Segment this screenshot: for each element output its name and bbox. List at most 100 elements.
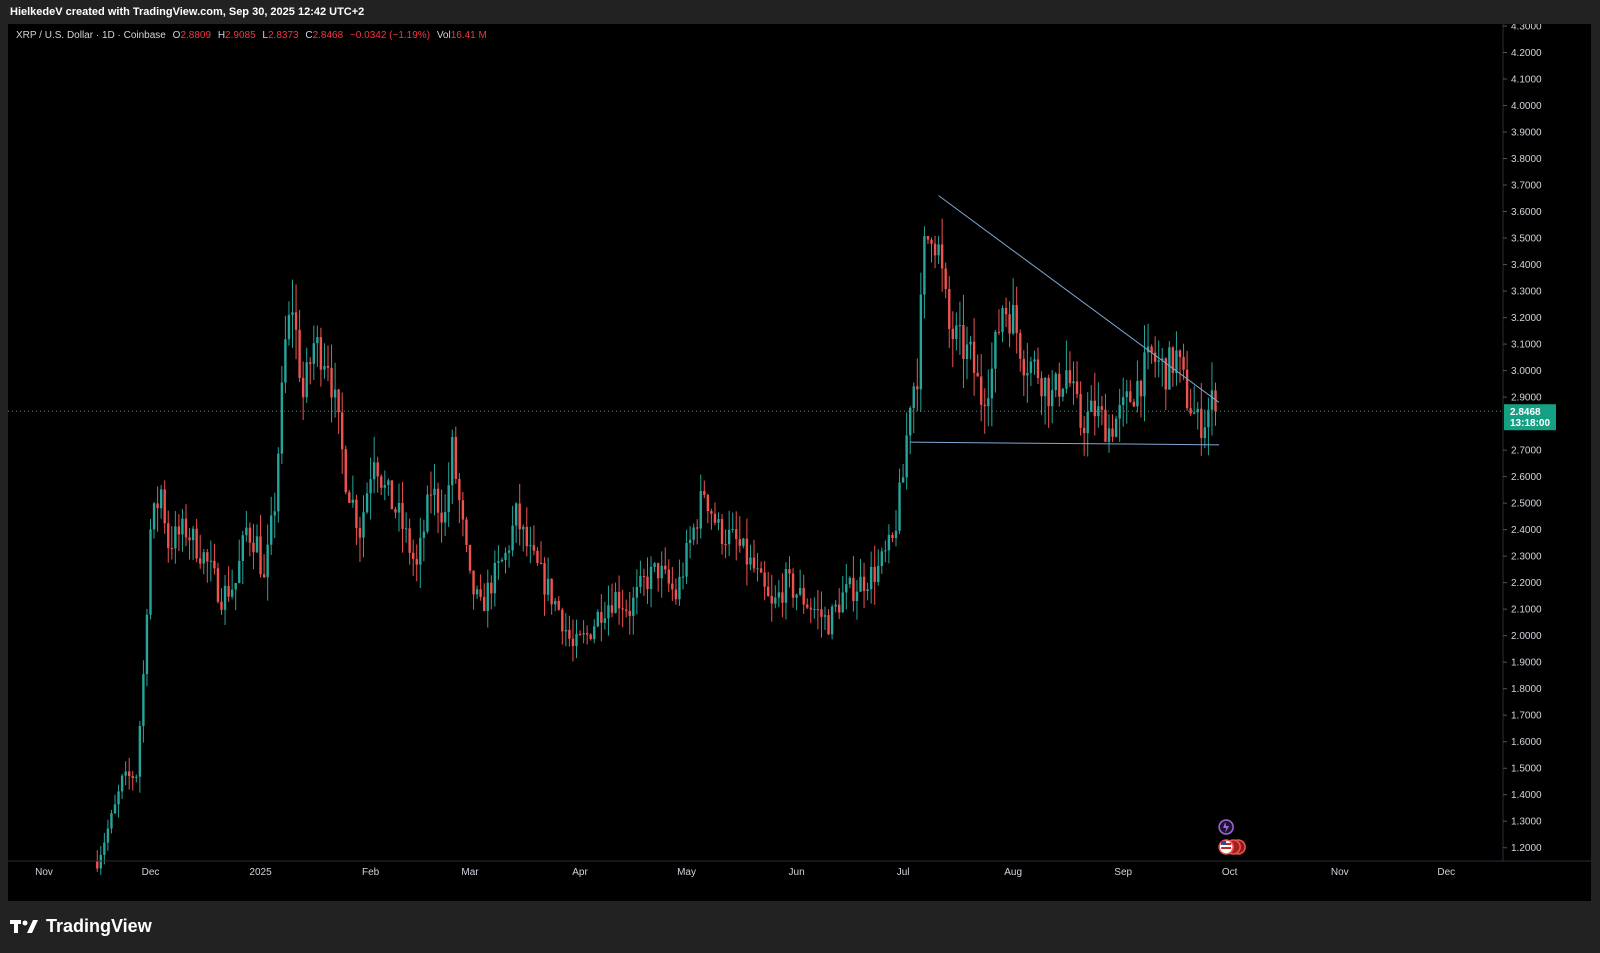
- candle-body: [564, 629, 568, 632]
- candle-body: [1086, 411, 1089, 434]
- candle-body: [958, 325, 962, 327]
- candle-body: [238, 560, 241, 583]
- tradingview-logo-icon: [10, 920, 38, 933]
- candle-body: [898, 482, 901, 531]
- candle-body: [1164, 358, 1167, 390]
- candle-body: [1104, 409, 1107, 442]
- candle-body: [1171, 347, 1175, 373]
- candle-body: [184, 518, 188, 538]
- candle-body: [948, 289, 951, 329]
- candle-body: [1051, 390, 1054, 407]
- candle-body: [298, 329, 301, 378]
- x-tick-label: Aug: [1004, 867, 1022, 878]
- candle-body: [120, 775, 124, 792]
- candle-body: [1203, 427, 1207, 438]
- candle-body: [699, 490, 702, 529]
- candle-body: [1139, 380, 1143, 397]
- volume-label: Vol: [436, 30, 451, 41]
- candle-body: [195, 528, 198, 559]
- candle-body: [167, 523, 170, 549]
- candle-body: [234, 582, 237, 590]
- candle-body: [731, 529, 734, 531]
- candle-body: [632, 597, 635, 616]
- candle-body: [770, 595, 773, 604]
- candle-body: [965, 344, 969, 359]
- candle-body: [994, 331, 997, 369]
- y-tick-label: 2.6000: [1511, 472, 1542, 483]
- candle-body: [333, 389, 337, 398]
- candle-body: [451, 437, 454, 486]
- candle-body: [990, 368, 994, 399]
- candle-body: [344, 449, 347, 493]
- candle-body: [500, 559, 504, 562]
- y-tick-label: 1.3000: [1511, 817, 1542, 828]
- candle-body: [869, 566, 873, 590]
- candle-body: [131, 776, 134, 778]
- candle-body: [745, 538, 749, 565]
- candle-body: [1093, 400, 1096, 417]
- trendline-upper[interactable]: [938, 195, 1220, 403]
- economic-event-flag-icon[interactable]: [1218, 839, 1246, 855]
- candle-body: [270, 515, 273, 545]
- candle-body: [628, 610, 631, 616]
- trendline-lower[interactable]: [910, 441, 1220, 446]
- x-tick-label: 2025: [249, 867, 272, 878]
- candle-body: [206, 552, 209, 562]
- candle-body: [404, 528, 408, 530]
- candle-body: [827, 615, 830, 635]
- candle-body: [128, 771, 131, 777]
- candle-body: [617, 591, 621, 609]
- y-tick-label: 4.2000: [1511, 48, 1542, 59]
- candle-body: [472, 570, 475, 595]
- candle-body: [280, 382, 284, 454]
- candle-body: [245, 527, 248, 536]
- candle-body: [138, 726, 142, 777]
- candle-body: [1043, 377, 1047, 397]
- candle-body: [649, 566, 653, 590]
- y-tick-label: 3.3000: [1511, 287, 1542, 298]
- x-tick-label: Nov: [1331, 867, 1349, 878]
- candle-body: [916, 386, 919, 390]
- candle-body: [362, 512, 365, 538]
- candle-body: [838, 604, 841, 613]
- candle-body: [287, 314, 291, 340]
- candle-body: [305, 362, 308, 398]
- symbol-name: XRP / U.S. Dollar · 1D · Coinbase: [16, 30, 166, 41]
- candle-body: [433, 488, 436, 496]
- candle-body: [330, 367, 333, 398]
- candle-body: [710, 511, 713, 514]
- candle-body: [223, 585, 227, 610]
- price-chart[interactable]: 1.2000 1.3000 1.4000 1.5000 1.6000 1.7000 1.80…: [8, 24, 1591, 901]
- candle-body: [1143, 352, 1146, 397]
- candle-body: [781, 592, 784, 603]
- candle-body: [213, 560, 216, 569]
- y-tick-label: 3.8000: [1511, 154, 1542, 165]
- candle-body: [284, 339, 287, 383]
- candle-body: [1189, 408, 1192, 414]
- candle-body: [99, 854, 102, 869]
- candle-body: [848, 577, 852, 585]
- candle-body: [1161, 358, 1164, 361]
- y-tick-label: 1.5000: [1511, 764, 1542, 775]
- chart-area[interactable]: 1.2000 1.3000 1.4000 1.5000 1.6000 1.7000 1.80…: [8, 24, 1591, 901]
- candle-body: [216, 568, 220, 602]
- candle-body: [795, 594, 798, 598]
- event-marker-icon[interactable]: [1218, 819, 1234, 835]
- candle-body: [1058, 373, 1061, 397]
- y-tick-label: 3.4000: [1511, 260, 1542, 271]
- candle-body: [380, 476, 383, 488]
- candle-body: [735, 529, 738, 540]
- candle-body: [1132, 401, 1136, 407]
- y-tick-label: 2.7000: [1511, 446, 1542, 457]
- y-tick-label: 3.6000: [1511, 207, 1542, 218]
- candle-body: [142, 674, 145, 727]
- candle-body: [440, 512, 443, 523]
- candle-body: [855, 591, 859, 602]
- candle-body: [1054, 373, 1057, 391]
- candle-body: [1047, 377, 1050, 407]
- candle-body: [355, 499, 358, 529]
- candle-body: [1107, 428, 1111, 442]
- candle-body: [358, 528, 362, 538]
- candle-body: [561, 609, 564, 632]
- candle-body: [862, 576, 866, 592]
